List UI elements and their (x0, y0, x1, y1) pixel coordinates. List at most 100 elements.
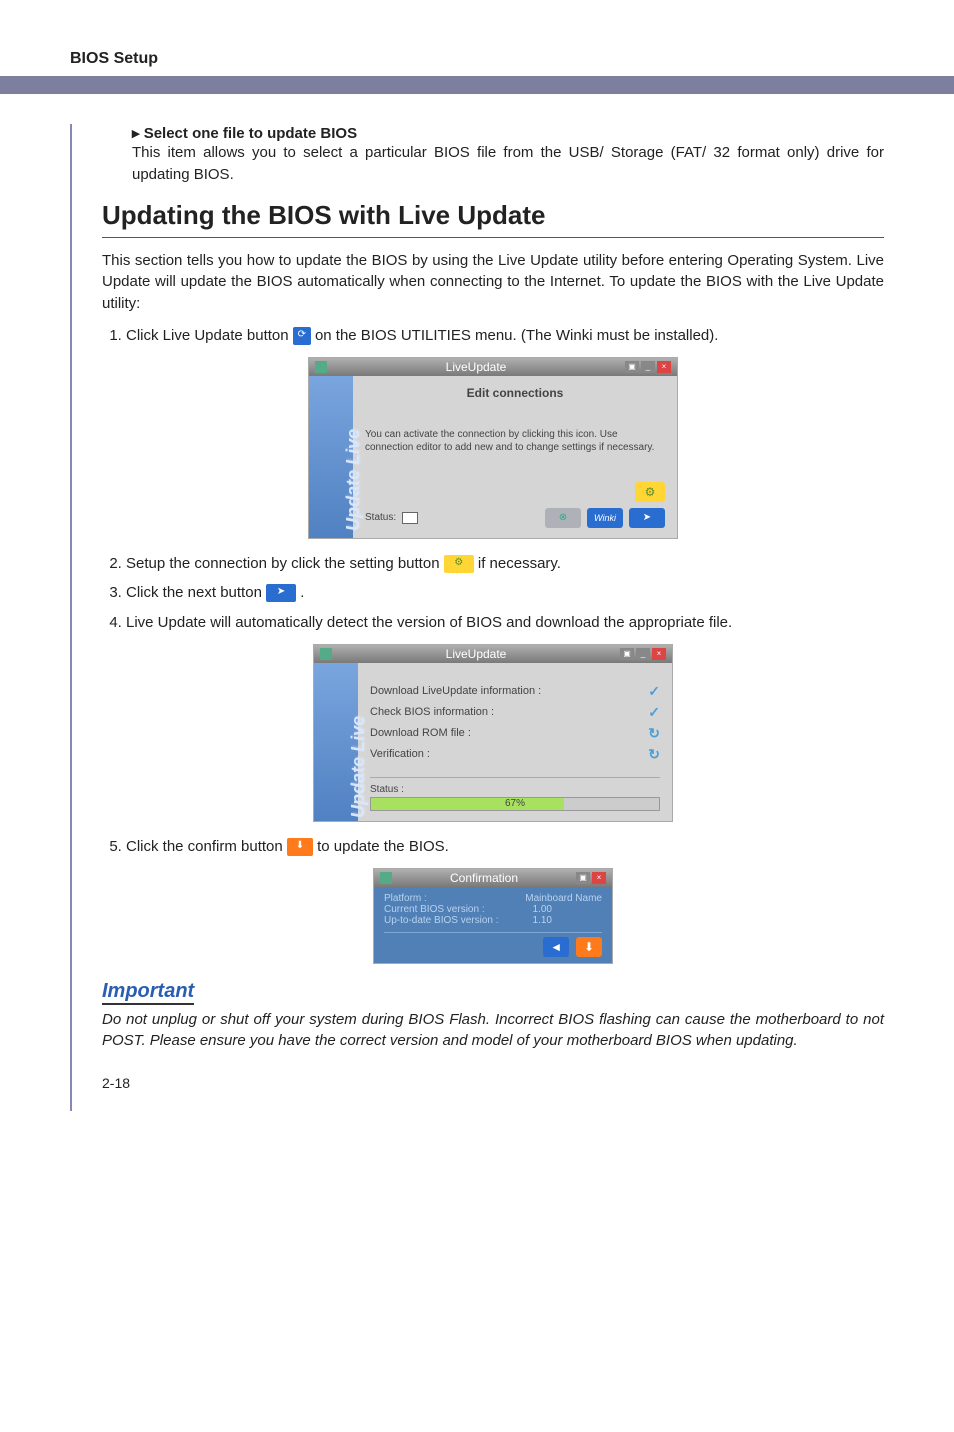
win2-controls: ▣ _ × (620, 648, 666, 660)
intro-text: This section tells you how to update the… (102, 250, 884, 315)
win2-titlebar: LiveUpdate ▣ _ × (314, 645, 672, 663)
row-label: Download LiveUpdate information : (370, 685, 541, 697)
cancel-button[interactable]: ⊗ (545, 508, 581, 528)
step-3a: Click the next button (126, 584, 266, 601)
refresh-icon: ↻ (648, 725, 660, 742)
win1-sidebar-text: Update Live (343, 428, 364, 530)
step-2b: if necessary. (478, 555, 561, 572)
win1-titlebar: LiveUpdate ▣ _ × (309, 358, 677, 376)
section-title: Updating the BIOS with Live Update (102, 200, 884, 238)
win2-body: Update Live Download LiveUpdate informat… (314, 663, 672, 821)
step-3b: . (300, 584, 304, 601)
win1-status-label: Status: (365, 512, 396, 523)
progress-bar: 67% (370, 797, 660, 811)
subitem-desc: This item allows you to select a particu… (132, 142, 884, 186)
close-icon[interactable]: × (652, 648, 666, 660)
winki-button[interactable]: Winki (587, 508, 623, 528)
step-2: Setup the connection by click the settin… (126, 553, 884, 575)
gear-icon: ⚙ (444, 555, 474, 573)
bullet-icon: ▸ (132, 125, 140, 142)
win1-content: Edit connections You can activate the co… (353, 376, 677, 538)
steps-list-2: Setup the connection by click the settin… (126, 553, 884, 634)
win3-buttons: ◄ ⬇ (384, 932, 602, 957)
win2-content: Download LiveUpdate information : ✓ Chec… (358, 663, 672, 821)
important-block: Important Do not unplug or shut off your… (102, 972, 884, 1051)
confirm-button[interactable]: ⬇ (576, 937, 602, 957)
restore-icon[interactable]: ▣ (625, 361, 639, 373)
platform-value: Mainboard Name (525, 893, 602, 904)
current-value: 1.00 (533, 904, 552, 915)
next-button[interactable]: ➤ (629, 508, 665, 528)
row-download-info: Download LiveUpdate information : ✓ (370, 683, 660, 700)
step-4: Live Update will automatically detect th… (126, 612, 884, 634)
step-1a: Click Live Update button (126, 327, 293, 344)
step-5a: Click the confirm button (126, 838, 287, 855)
row-check-bios: Check BIOS information : ✓ (370, 704, 660, 721)
current-label: Current BIOS version : (384, 904, 485, 915)
back-button[interactable]: ◄ (543, 937, 569, 957)
restore-icon[interactable]: ▣ (576, 872, 590, 884)
step-5b: to update the BIOS. (317, 838, 449, 855)
win2-status: Status : 67% (370, 777, 660, 811)
subitem-title: ▸ Select one file to update BIOS (132, 124, 884, 142)
win1-status-row: Status: ⊗ Winki ➤ (365, 502, 665, 528)
win2-sidebar-text: Update Live (348, 716, 369, 818)
win2-sidebar: Update Live (314, 663, 358, 821)
steps-list: Click Live Update button ⟳ on the BIOS U… (126, 325, 884, 347)
win2-title: LiveUpdate (332, 647, 620, 661)
win1-desc: You can activate the connection by click… (365, 428, 665, 454)
important-text: Do not unplug or shut off your system du… (102, 1009, 884, 1051)
liveupdate-window-1: LiveUpdate ▣ _ × Update Live Edit connec… (308, 357, 678, 539)
row-label: Check BIOS information : (370, 706, 494, 718)
row-verification: Verification : ↻ (370, 746, 660, 763)
row-download-rom: Download ROM file : ↻ (370, 725, 660, 742)
minimize-icon[interactable]: _ (641, 361, 655, 373)
row-uptodate: Up-to-date BIOS version : 1.10 (384, 915, 602, 926)
refresh-icon: ↻ (648, 746, 660, 763)
win2-app-icon (320, 648, 332, 660)
win1-heading: Edit connections (365, 386, 665, 400)
settings-button[interactable]: ⚙ (635, 482, 665, 502)
page-header: BIOS Setup (70, 50, 884, 76)
win3-app-icon (380, 872, 392, 884)
live-update-icon: ⟳ (293, 327, 311, 345)
row-label: Download ROM file : (370, 727, 471, 739)
page-number: 2-18 (102, 1075, 884, 1091)
content-region: ▸ Select one file to update BIOS This it… (70, 124, 884, 1111)
restore-icon[interactable]: ▣ (620, 648, 634, 660)
win1-app-icon (315, 361, 327, 373)
win3-titlebar: Confirmation ▣ × (374, 869, 612, 887)
win1-sidebar: Update Live (309, 376, 353, 538)
step-1b: on the BIOS UTILITIES menu. (The Winki m… (315, 327, 718, 344)
confirmation-window: Confirmation ▣ × Platform : Mainboard Na… (373, 868, 613, 964)
win3-controls: ▣ × (576, 872, 606, 884)
win1-title: LiveUpdate (327, 360, 625, 374)
step-5: Click the confirm button ⬇ to update the… (126, 836, 884, 858)
steps-list-3: Click the confirm button ⬇ to update the… (126, 836, 884, 858)
uptodate-label: Up-to-date BIOS version : (384, 915, 499, 926)
uptodate-value: 1.10 (533, 915, 552, 926)
next-arrow-icon: ➤ (266, 584, 296, 602)
win2-status-label: Status : (370, 784, 660, 795)
check-icon: ✓ (648, 683, 660, 700)
minimize-icon[interactable]: _ (636, 648, 650, 660)
important-label: Important (102, 980, 194, 1005)
win1-body: Update Live Edit connections You can act… (309, 376, 677, 538)
progress-label: 67% (371, 798, 659, 809)
close-icon[interactable]: × (592, 872, 606, 884)
step-1: Click Live Update button ⟳ on the BIOS U… (126, 325, 884, 347)
win1-controls: ▣ _ × (625, 361, 671, 373)
confirm-icon: ⬇ (287, 838, 313, 856)
platform-label: Platform : (384, 893, 427, 904)
row-current: Current BIOS version : 1.00 (384, 904, 602, 915)
win3-title: Confirmation (392, 871, 576, 885)
monitor-icon (402, 512, 418, 524)
step-3: Click the next button ➤ . (126, 582, 884, 604)
header-bar (0, 76, 954, 94)
close-icon[interactable]: × (657, 361, 671, 373)
liveupdate-window-2: LiveUpdate ▣ _ × Update Live Download Li… (313, 644, 673, 822)
row-label: Verification : (370, 748, 430, 760)
row-platform: Platform : Mainboard Name (384, 893, 602, 904)
step-2a: Setup the connection by click the settin… (126, 555, 444, 572)
subitem-heading: Select one file to update BIOS (144, 125, 357, 142)
